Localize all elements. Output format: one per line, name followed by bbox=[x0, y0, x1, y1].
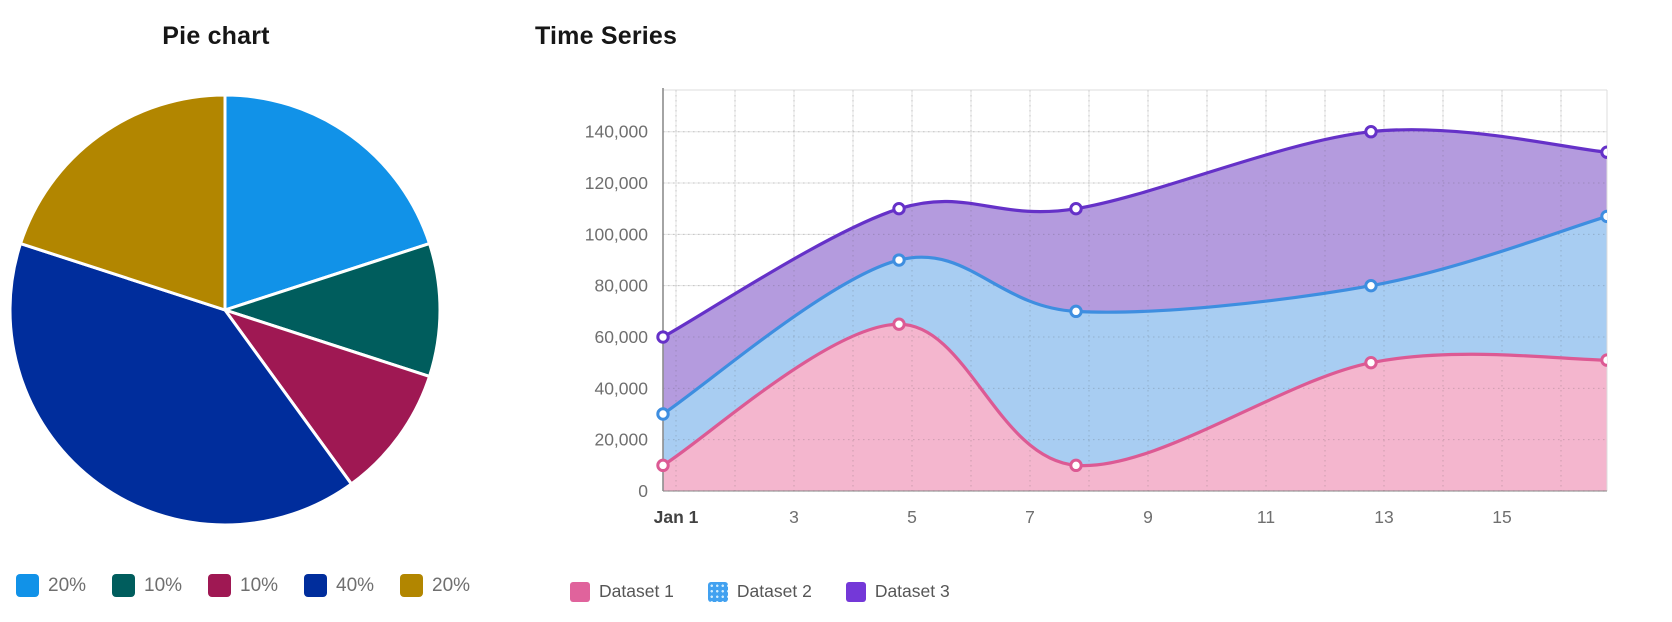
pie-legend-swatch bbox=[208, 574, 231, 597]
point-dataset-1-jan13[interactable] bbox=[1364, 355, 1378, 370]
point-dataset-3-jan1[interactable] bbox=[656, 330, 670, 344]
point-dataset-3-jan5[interactable] bbox=[892, 201, 906, 216]
pie-legend-swatch bbox=[304, 574, 327, 597]
x-tick-label: 9 bbox=[1143, 507, 1153, 527]
point-dataset-3-jan13[interactable] bbox=[1364, 125, 1378, 139]
pie-legend-label: 20% bbox=[48, 574, 87, 596]
pie-legend-label: 10% bbox=[240, 574, 279, 596]
y-tick-label: 140,000 bbox=[585, 122, 649, 142]
pie-chart-title: Pie chart bbox=[162, 22, 270, 50]
y-tick-label: 80,000 bbox=[594, 276, 648, 296]
pie-slice-10%[interactable] bbox=[223, 242, 442, 378]
ts-legend-label: Dataset 1 bbox=[599, 581, 674, 601]
time-series-title: Time Series bbox=[535, 22, 678, 50]
pie-legend-item-1[interactable]: 10% bbox=[112, 574, 208, 597]
ts-legend-item-1[interactable]: Dataset 1 bbox=[570, 581, 674, 602]
ts-legend-label: Dataset 3 bbox=[874, 581, 950, 601]
ts-legend-swatch bbox=[845, 581, 866, 602]
pie-legend-swatch bbox=[16, 574, 39, 597]
ts-legend-item-2[interactable]: Dataset 2 bbox=[707, 581, 812, 602]
point-dataset-1-jan1[interactable] bbox=[656, 458, 670, 473]
series-lines bbox=[656, 125, 1612, 473]
pie-legend-swatch bbox=[400, 574, 423, 597]
pie-slice-20%[interactable] bbox=[19, 93, 227, 312]
y-tick-label: 20,000 bbox=[594, 430, 648, 450]
y-tick-label: 120,000 bbox=[585, 173, 649, 193]
point-dataset-2-jan1[interactable] bbox=[656, 407, 670, 421]
ts-legend-swatch bbox=[707, 581, 728, 602]
pie-legend: 20% 10% 10% 40% 20% bbox=[16, 574, 496, 597]
point-dataset-2-jan8[interactable] bbox=[1069, 304, 1083, 319]
pie-legend-label: 10% bbox=[144, 574, 183, 596]
x-tick-label: Jan 1 bbox=[654, 507, 699, 527]
ts-legend-label: Dataset 2 bbox=[736, 581, 812, 601]
pie-legend-item-2[interactable]: 10% bbox=[208, 574, 304, 597]
x-tick-label: 5 bbox=[907, 507, 917, 527]
point-dataset-1-jan17[interactable] bbox=[1600, 353, 1612, 367]
time-series-legend: Dataset 1 Dataset 2 Dataset 3 bbox=[570, 581, 950, 602]
pie-slice-20%[interactable] bbox=[223, 93, 431, 312]
gridline-dots-overlay bbox=[663, 90, 1607, 492]
time-series-panel: Time Series 0 20,000 40,000 60,000 80,000 100… bbox=[500, 0, 1672, 622]
pie-slice-40%[interactable] bbox=[8, 242, 353, 527]
time-series-canvas: 0 20,000 40,000 60,000 80,000 100,000 120,000 1… bbox=[585, 88, 1612, 527]
y-tick-label: 100,000 bbox=[585, 224, 649, 244]
x-axis-tick-labels: Jan 1 3 5 7 9 11 13 15 bbox=[654, 507, 1512, 527]
y-tick-label: 60,000 bbox=[594, 327, 648, 347]
x-tick-label: 15 bbox=[1492, 507, 1511, 527]
pie-legend-item-3[interactable]: 40% bbox=[304, 574, 400, 597]
ts-legend-item-3[interactable]: Dataset 3 bbox=[845, 581, 950, 602]
y-tick-label: 40,000 bbox=[594, 378, 648, 398]
y-axis-tick-labels: 0 20,000 40,000 60,000 80,000 100,000 120,000 1… bbox=[585, 122, 649, 501]
x-tick-label: 3 bbox=[789, 507, 799, 527]
pie-legend-label: 40% bbox=[336, 574, 375, 596]
point-dataset-1-jan8[interactable] bbox=[1069, 458, 1083, 473]
ts-legend-swatch bbox=[570, 581, 590, 602]
pie-chart-canvas bbox=[8, 93, 442, 527]
pie-legend-swatch bbox=[112, 574, 135, 597]
x-tick-label: 7 bbox=[1025, 507, 1035, 527]
pie-chart-panel: Pie chart 20% 10% 10% 40% 20% bbox=[0, 0, 470, 622]
pie-legend-item-4[interactable]: 20% bbox=[400, 574, 496, 597]
x-tick-label: 11 bbox=[1257, 507, 1275, 527]
pie-legend-label: 20% bbox=[432, 574, 471, 596]
point-dataset-2-jan5[interactable] bbox=[892, 253, 906, 267]
y-tick-label: 0 bbox=[638, 481, 648, 501]
pie-legend-item-0[interactable]: 20% bbox=[16, 574, 112, 597]
x-tick-label: 13 bbox=[1374, 507, 1393, 527]
point-dataset-2-jan13[interactable] bbox=[1364, 278, 1378, 293]
point-dataset-1-jan5[interactable] bbox=[892, 317, 906, 331]
point-dataset-2-jan17[interactable] bbox=[1600, 209, 1612, 224]
point-dataset-3-jan17[interactable] bbox=[1600, 145, 1612, 159]
point-dataset-3-jan8[interactable] bbox=[1069, 201, 1083, 216]
pie-slice-10%[interactable] bbox=[223, 308, 431, 486]
